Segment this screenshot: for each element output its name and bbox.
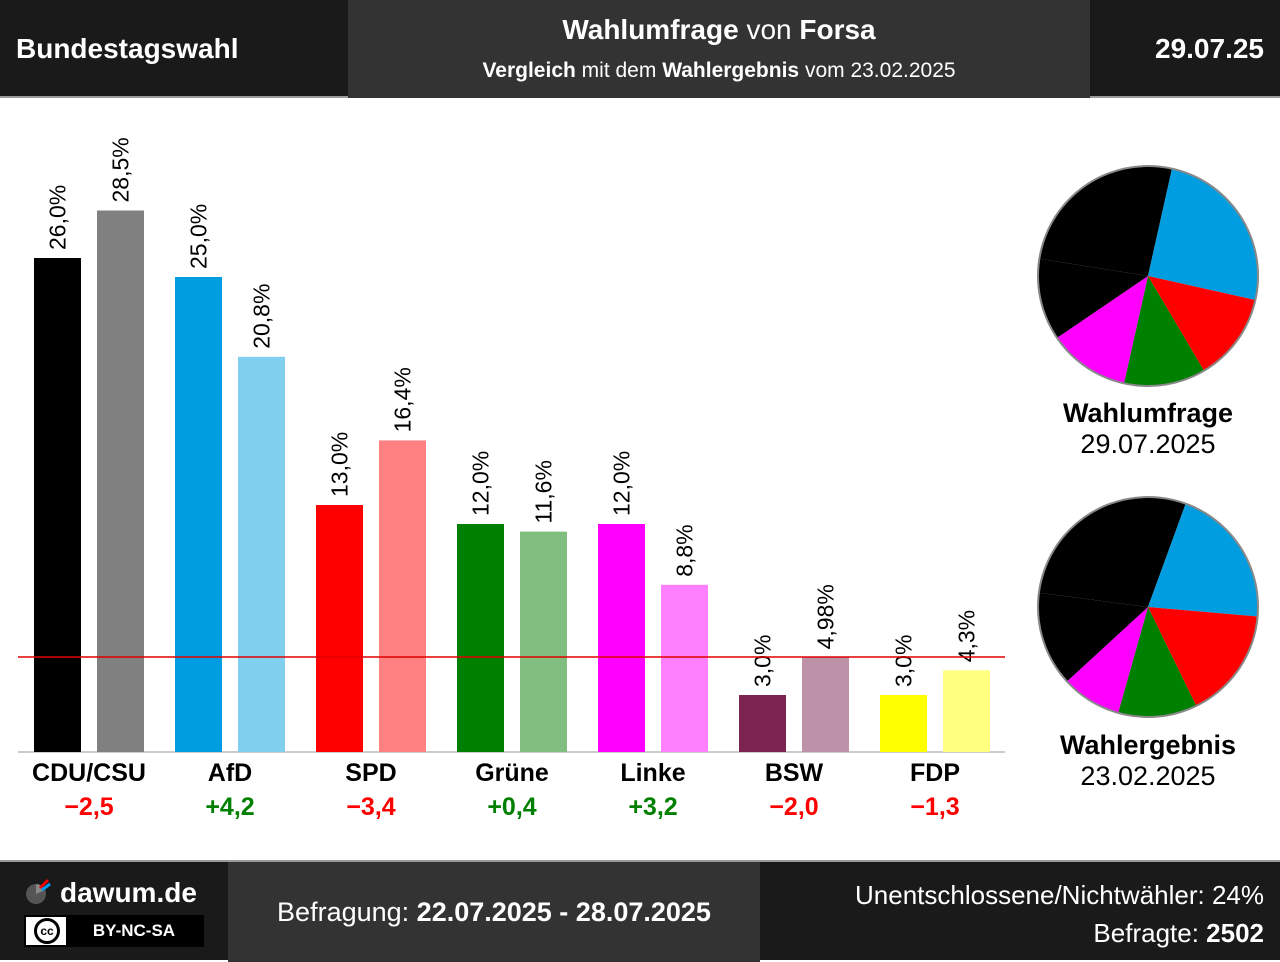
pie-label-poll: Wahlumfrage 29.07.2025 bbox=[1028, 398, 1268, 460]
bar-value-label: 20,8% bbox=[249, 284, 275, 349]
header-poll-label: Wahlumfrage bbox=[562, 14, 739, 45]
bar-value-label: 25,0% bbox=[186, 204, 212, 269]
header-line-2: Vergleich mit dem Wahlergebnis vom 23.02… bbox=[348, 59, 1090, 83]
pie-label-result: Wahlergebnis 23.02.2025 bbox=[1028, 730, 1268, 792]
bar-value-label: 28,5% bbox=[108, 137, 134, 202]
pie-slice bbox=[1057, 276, 1148, 384]
header-vergleich: Vergleich bbox=[482, 59, 576, 82]
pie-subtitle-poll: 29.07.2025 bbox=[1080, 429, 1216, 459]
difference-label: −1,3 bbox=[910, 793, 959, 821]
category-label: CDU/CSU bbox=[32, 759, 146, 787]
pie-slice bbox=[1123, 276, 1204, 386]
license-text: BY-NC-SA bbox=[66, 917, 202, 945]
bar-value-label: 4,98% bbox=[813, 584, 839, 649]
footer-brand-block: dawum.de cc BY-NC-SA bbox=[0, 862, 228, 962]
header-line-1: Wahlumfrage von Forsa bbox=[348, 14, 1090, 46]
pie-slice bbox=[1118, 607, 1197, 717]
bar-result-4 bbox=[661, 584, 708, 752]
license-badge[interactable]: cc BY-NC-SA bbox=[24, 915, 204, 947]
header-mit-dem: mit dem bbox=[575, 59, 663, 82]
pie-slice bbox=[1148, 607, 1258, 706]
bar-chart: 26,0% 28,5% CDU/CSU −2,5 25,0% 20,8% AfD +4,2 13… bbox=[18, 137, 1259, 821]
bar-value-label: 11,6% bbox=[531, 460, 557, 524]
bar-poll-5 bbox=[739, 695, 786, 752]
bar-value-label: 3,0% bbox=[750, 635, 776, 687]
difference-label: +3,2 bbox=[628, 793, 677, 821]
category-label: Grüne bbox=[475, 759, 549, 787]
difference-label: −3,4 bbox=[346, 793, 395, 821]
bar-value-label: 3,0% bbox=[891, 635, 917, 687]
pie-outline bbox=[1037, 165, 1259, 387]
bar-result-1 bbox=[238, 356, 285, 752]
pie-slice bbox=[1148, 168, 1258, 301]
respondents-line: Befragte: 2502 bbox=[1093, 918, 1264, 949]
header-vom-date: vom 23.02.2025 bbox=[799, 59, 956, 82]
difference-label: +4,2 bbox=[205, 793, 254, 821]
bar-value-label: 26,0% bbox=[45, 185, 71, 250]
bar-poll-0 bbox=[34, 258, 81, 752]
pie-subtitle-result: 23.02.2025 bbox=[1080, 761, 1216, 791]
header: Bundestagswahl Wahlumfrage von Forsa Ver… bbox=[0, 0, 1280, 98]
pie-slice bbox=[1148, 276, 1256, 371]
header-date: 29.07.25 bbox=[1155, 33, 1264, 64]
category-label: AfD bbox=[208, 759, 252, 787]
survey-period-block: Befragung: 22.07.2025 - 28.07.2025 bbox=[228, 862, 760, 962]
bar-poll-2 bbox=[316, 505, 363, 752]
pie-slice bbox=[1148, 503, 1258, 617]
difference-label: +0,4 bbox=[487, 793, 536, 821]
footer: dawum.de cc BY-NC-SA Befragung: 22.07.20… bbox=[0, 860, 1280, 962]
header-title: Bundestagswahl bbox=[16, 33, 239, 64]
survey-period: 22.07.2025 - 28.07.2025 bbox=[416, 896, 711, 927]
header-von: von bbox=[738, 14, 800, 45]
undecided-text: Unentschlossene/Nichtwähler: 24% bbox=[855, 880, 1264, 910]
difference-label: −2,0 bbox=[769, 793, 818, 821]
bar-poll-6 bbox=[880, 695, 927, 752]
pie-slice bbox=[1038, 258, 1148, 338]
pie-title-result: Wahlergebnis bbox=[1059, 730, 1237, 760]
footer-stats: Unentschlossene/Nichtwähler: 24% Befragt… bbox=[760, 862, 1280, 962]
category-label: Linke bbox=[620, 759, 685, 787]
bar-value-label: 13,0% bbox=[327, 432, 353, 497]
survey-label: Befragung: bbox=[277, 896, 410, 927]
category-label: BSW bbox=[765, 759, 824, 787]
dawum-logo-icon bbox=[26, 878, 51, 904]
cc-icon: cc bbox=[34, 918, 60, 944]
pie-slice bbox=[1039, 166, 1173, 276]
bar-value-label: 8,8% bbox=[672, 524, 698, 576]
bar-value-label: 16,4% bbox=[390, 367, 416, 432]
header-subtitle-block: Wahlumfrage von Forsa Vergleich mit dem … bbox=[348, 0, 1090, 98]
bar-poll-3 bbox=[457, 524, 504, 752]
bar-result-5 bbox=[802, 657, 849, 752]
header-wahlergebnis: Wahlergebnis bbox=[662, 59, 800, 82]
header-institute: Forsa bbox=[799, 14, 876, 45]
bar-result-0 bbox=[97, 210, 144, 752]
pie-title-poll: Wahlumfrage bbox=[1062, 398, 1233, 428]
category-label: FDP bbox=[910, 759, 960, 787]
bar-result-6 bbox=[943, 670, 990, 752]
bar-poll-4 bbox=[598, 524, 645, 752]
difference-label: −2,5 bbox=[64, 793, 113, 821]
bar-value-label: 12,0% bbox=[609, 451, 635, 516]
bar-value-label: 12,0% bbox=[468, 451, 494, 516]
bar-value-label: 4,3% bbox=[954, 610, 980, 662]
footer-brand[interactable]: dawum.de bbox=[60, 877, 197, 908]
bar-result-2 bbox=[379, 440, 426, 752]
pie-slice bbox=[1038, 592, 1148, 682]
bar-poll-1 bbox=[175, 277, 222, 752]
category-label: SPD bbox=[345, 759, 396, 787]
pie-slice bbox=[1067, 607, 1148, 713]
bar-result-3 bbox=[520, 531, 567, 752]
respondents-label: Befragte: bbox=[1093, 918, 1207, 948]
pie-outline bbox=[1037, 496, 1259, 718]
respondents-count: 2502 bbox=[1206, 918, 1264, 948]
